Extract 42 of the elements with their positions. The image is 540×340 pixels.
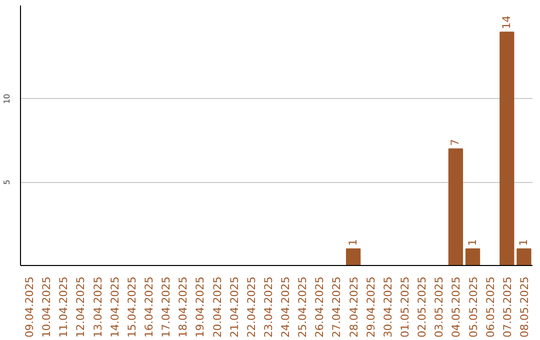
x-tick-label: 13.04.2025 [91,276,104,338]
bar [516,248,532,266]
data-label: 1 [516,239,530,246]
x-tick-label: 30.04.2025 [381,276,394,338]
x-tick-label: 02.05.2025 [416,276,429,338]
x-tick-label: 20.04.2025 [210,276,224,338]
x-tick-label: 03.05.2025 [432,276,446,338]
x-tick-label: 18.04.2025 [176,276,190,338]
x-tick-label: 26.04.2025 [313,276,326,338]
data-label: 1 [346,239,360,246]
bar [448,148,464,266]
x-tick-label: 27.04.2025 [330,276,344,338]
x-tick-label: 28.04.2025 [347,276,360,338]
x-tick-label: 29.04.2025 [364,276,378,338]
data-label: 14 [500,15,513,30]
data-label: 7 [448,139,462,146]
x-tick-label: 23.04.2025 [262,276,275,338]
x-tick-label: 05.05.2025 [466,276,480,338]
x-tick-label: 11.04.2025 [57,276,70,338]
x-tick-label: 21.04.2025 [228,276,241,338]
x-tick-label: 17.04.2025 [160,276,173,338]
y-tick-label: 10 [2,94,12,104]
bar [500,32,514,266]
x-tick-label: 24.04.2025 [279,276,292,338]
x-tick-label: 04.05.2025 [450,276,463,338]
x-tick-label: 12.04.2025 [74,276,88,338]
x-tick-label: 19.04.2025 [194,276,207,338]
x-tick-label: 01.05.2025 [398,276,412,338]
bar [465,248,480,266]
x-tick-label: 06.05.2025 [484,276,497,338]
x-tick-label: 15.04.2025 [125,276,138,338]
bar [346,248,361,266]
x-tick-label: 14.04.2025 [108,276,122,338]
x-tick-label: 25.04.2025 [296,276,310,338]
x-tick-label: 10.04.2025 [40,276,54,338]
x-tick-label: 16.04.2025 [142,276,156,338]
x-tick-label: 07.05.2025 [500,276,514,338]
y-tick-label: 5 [2,180,12,185]
x-tick-label: 08.05.2025 [518,276,531,338]
x-tick-label: 22.04.2025 [244,276,258,338]
data-label: 1 [466,239,479,246]
x-tick-label: 09.04.2025 [23,276,36,338]
